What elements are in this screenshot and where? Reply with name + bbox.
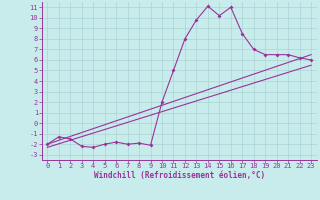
X-axis label: Windchill (Refroidissement éolien,°C): Windchill (Refroidissement éolien,°C) [94,171,265,180]
